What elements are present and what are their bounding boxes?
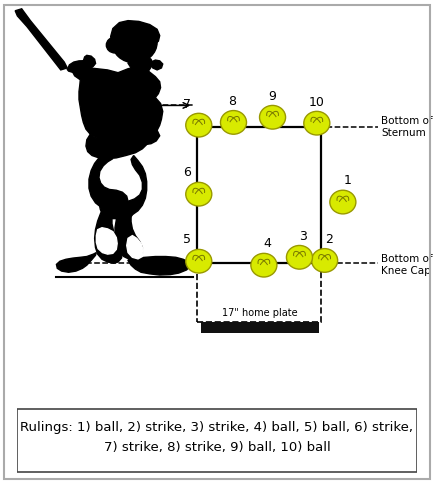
- Circle shape: [186, 249, 212, 273]
- Polygon shape: [56, 253, 96, 272]
- Circle shape: [260, 106, 286, 129]
- Circle shape: [251, 253, 277, 277]
- Polygon shape: [96, 227, 117, 254]
- Text: 9: 9: [269, 90, 276, 103]
- Text: Rulings: 1) ball, 2) strike, 3) strike, 4) ball, 5) ball, 6) strike,
7) strike, : Rulings: 1) ball, 2) strike, 3) strike, …: [20, 421, 414, 454]
- Polygon shape: [86, 131, 150, 159]
- Text: 1: 1: [343, 174, 351, 187]
- Polygon shape: [113, 155, 147, 217]
- Circle shape: [330, 190, 356, 214]
- Polygon shape: [15, 9, 67, 70]
- Polygon shape: [72, 60, 163, 145]
- Text: Bottom of
Sternum: Bottom of Sternum: [381, 116, 433, 138]
- Text: 6: 6: [184, 166, 191, 179]
- Text: Armpits: Armpits: [112, 91, 153, 100]
- Text: 10: 10: [309, 95, 325, 108]
- Polygon shape: [128, 257, 190, 275]
- Circle shape: [220, 110, 247, 134]
- Polygon shape: [127, 236, 143, 259]
- Circle shape: [106, 37, 124, 53]
- Circle shape: [286, 245, 312, 269]
- Polygon shape: [82, 55, 95, 68]
- Polygon shape: [115, 212, 142, 260]
- Polygon shape: [67, 61, 92, 73]
- Text: 7: 7: [184, 98, 191, 111]
- Text: 4: 4: [263, 237, 271, 250]
- Circle shape: [100, 194, 128, 219]
- Polygon shape: [116, 31, 134, 53]
- Polygon shape: [95, 207, 122, 263]
- Circle shape: [304, 111, 330, 135]
- Text: 3: 3: [299, 230, 307, 242]
- Circle shape: [112, 201, 133, 221]
- Circle shape: [186, 182, 212, 206]
- Bar: [197, 127, 321, 263]
- Circle shape: [312, 249, 338, 272]
- Circle shape: [186, 113, 212, 137]
- Text: 8: 8: [228, 95, 236, 108]
- Polygon shape: [111, 21, 160, 51]
- Text: 17" home plate: 17" home plate: [222, 308, 297, 318]
- Polygon shape: [131, 56, 153, 71]
- Polygon shape: [89, 158, 128, 211]
- Polygon shape: [128, 57, 145, 69]
- Circle shape: [112, 22, 157, 63]
- Text: 2: 2: [325, 233, 333, 246]
- Bar: [197, 263, 321, 322]
- Polygon shape: [151, 60, 163, 70]
- Bar: [201, 322, 319, 333]
- Text: Bottom of
Knee Cap: Bottom of Knee Cap: [381, 255, 433, 276]
- Text: 5: 5: [184, 233, 191, 246]
